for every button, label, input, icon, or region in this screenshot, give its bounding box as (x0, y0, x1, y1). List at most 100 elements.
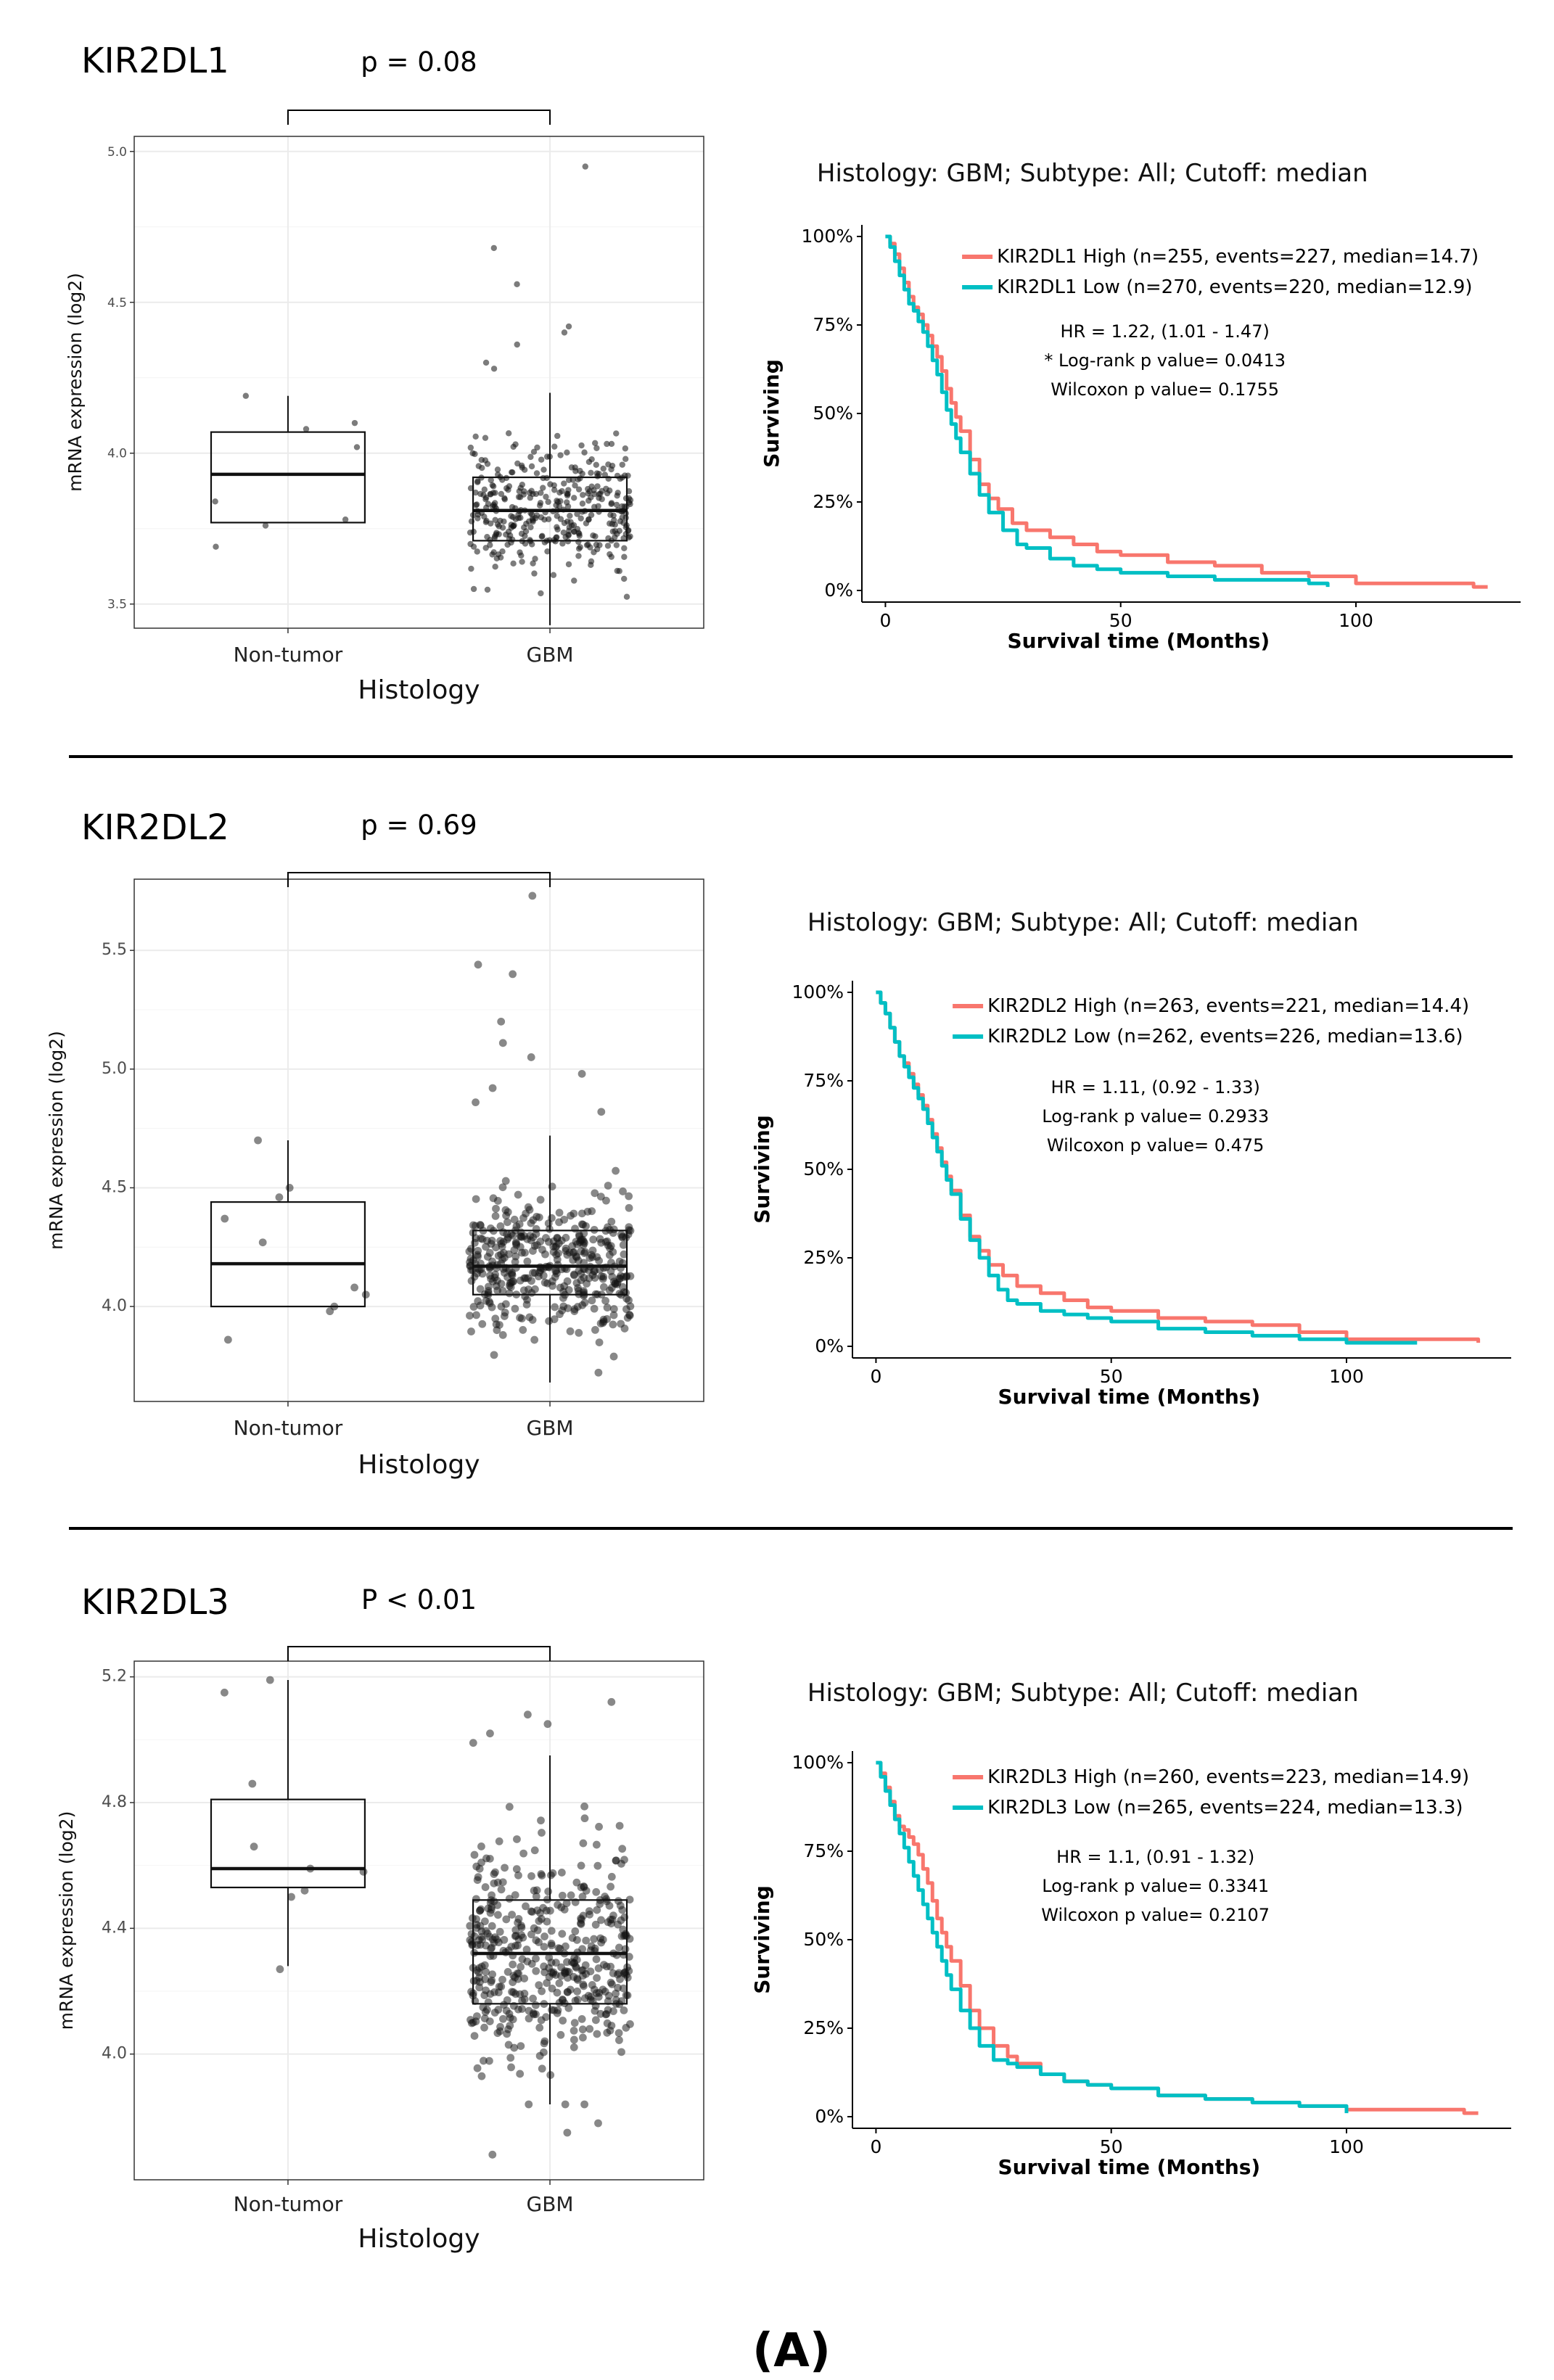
data-point (538, 1987, 546, 1996)
data-point (564, 492, 571, 499)
data-point (573, 1987, 581, 1996)
y-tick-label: 100% (792, 981, 844, 1002)
data-point (469, 1303, 478, 1311)
data-point (572, 1279, 581, 1288)
data-point (511, 1932, 520, 1940)
data-point (497, 1885, 506, 1894)
data-point (529, 1269, 537, 1277)
data-point (588, 561, 594, 569)
data-point (580, 492, 586, 498)
x-axis-title: Survival time (Months) (998, 1385, 1260, 1409)
data-point (547, 1968, 556, 1977)
data-point (472, 450, 478, 458)
data-point (608, 500, 615, 506)
data-point (503, 1230, 511, 1238)
data-point (466, 1922, 474, 1930)
data-point (493, 1326, 501, 1335)
data-point (622, 514, 629, 521)
legend-label: KIR2DL1 High (n=255, events=227, median=… (997, 246, 1479, 268)
data-point (488, 1903, 496, 1911)
data-point (484, 1289, 493, 1297)
data-point (562, 1899, 571, 1908)
data-point (547, 1959, 556, 1967)
data-point (466, 1312, 474, 1320)
data-point (472, 1195, 480, 1203)
data-point (510, 1215, 519, 1224)
data-point (525, 2014, 533, 2023)
data-point (567, 1891, 575, 1900)
data-point (482, 359, 490, 366)
data-point (532, 1954, 540, 1963)
data-point (285, 1184, 294, 1192)
data-point (522, 1945, 531, 1953)
data-point (472, 1921, 481, 1929)
data-point (482, 1927, 490, 1935)
data-point (303, 426, 310, 432)
data-point (622, 530, 629, 538)
stats-annotation: HR = 1.22, (1.01 - 1.47) (1061, 321, 1270, 342)
data-point (481, 486, 488, 493)
data-point (480, 1917, 489, 1926)
data-point (540, 2039, 548, 2048)
data-point (534, 444, 540, 451)
data-point (570, 522, 577, 529)
data-point (474, 515, 481, 522)
data-point (601, 1296, 609, 1305)
data-point (619, 1282, 627, 1291)
data-point (492, 533, 498, 540)
data-point (511, 1942, 519, 1950)
data-point (522, 540, 529, 547)
data-point (515, 493, 522, 501)
data-point (539, 2048, 548, 2056)
data-point (569, 1248, 577, 1257)
data-point (467, 1245, 475, 1253)
data-point (617, 518, 624, 524)
data-point (536, 502, 543, 508)
data-point (587, 1993, 595, 2001)
data-point (488, 1922, 496, 1930)
data-point (479, 2003, 488, 2012)
significance-bracket (287, 1646, 551, 1661)
data-point (254, 1136, 262, 1145)
x-tick-label: 0 (870, 1366, 881, 1387)
data-point (509, 2015, 517, 2024)
data-point (496, 1222, 505, 1230)
figure-label: (A) (752, 2324, 831, 2378)
data-point (476, 1285, 485, 1293)
data-point (519, 1849, 528, 1858)
data-point (559, 1288, 567, 1296)
data-point (262, 522, 269, 529)
data-point (353, 444, 361, 450)
data-point (622, 456, 629, 462)
data-point (548, 1214, 556, 1222)
data-point (539, 532, 546, 540)
data-point (505, 487, 511, 493)
data-point (475, 1983, 484, 1992)
data-point (531, 1285, 539, 1293)
data-point (619, 1273, 628, 1281)
data-point (351, 419, 358, 427)
data-point (530, 448, 538, 456)
data-point (527, 1236, 535, 1245)
data-point (485, 1248, 494, 1257)
data-point (501, 496, 508, 503)
data-point (550, 572, 557, 578)
data-point (514, 341, 520, 348)
data-point (592, 440, 599, 446)
iqr-box (210, 1798, 366, 1889)
data-point (588, 1296, 596, 1305)
data-point (519, 559, 525, 565)
data-point (525, 2006, 533, 2015)
data-point (535, 1213, 543, 1222)
data-point (499, 548, 506, 555)
boxplot-kir2dl3: 4.0 4.4 4.8 5.2 Non-tumor GBM Histology mRNA ex… (56, 1582, 704, 2254)
data-point (495, 1982, 503, 1991)
iqr-box (210, 1201, 366, 1308)
data-point (527, 524, 534, 531)
y-tick-label: 4.5 (102, 1178, 127, 1196)
data-point (593, 541, 600, 548)
data-point (554, 534, 560, 540)
data-point (467, 1930, 476, 1938)
data-point (493, 2029, 502, 2038)
data-point (585, 2025, 594, 2033)
